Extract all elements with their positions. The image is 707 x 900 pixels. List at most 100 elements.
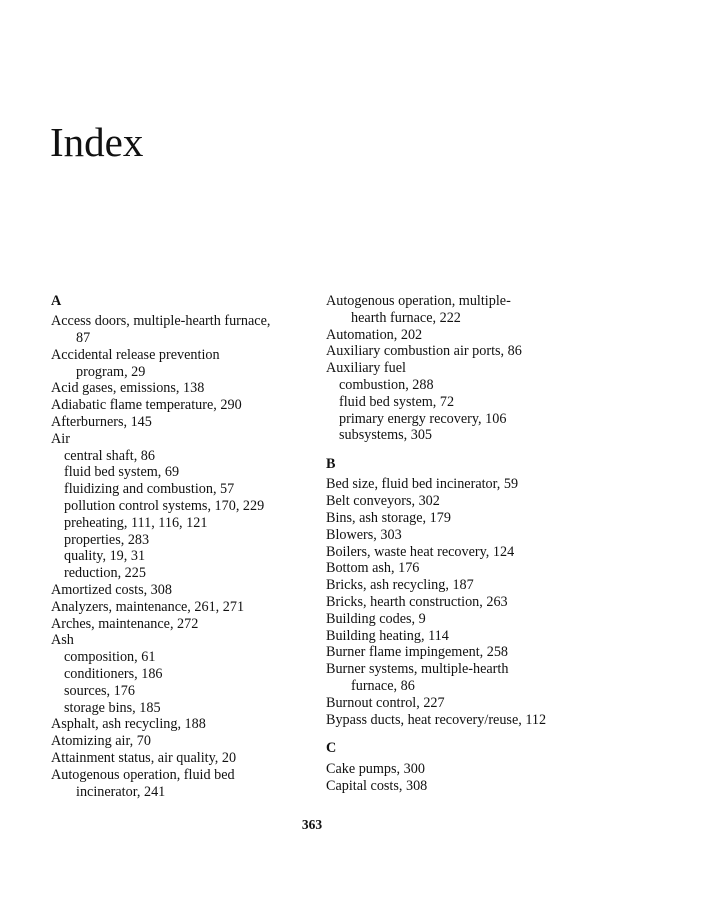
entry-text: Autogenous operation, multiple- — [326, 293, 511, 309]
entry-continuation: program, 29 — [76, 363, 146, 380]
index-entry: Auxiliary fuel — [326, 360, 626, 377]
entry-text: Cake pumps, 300 — [326, 760, 425, 777]
index-entry: Arches, maintenance, 272 — [51, 616, 316, 633]
entry-text: Bricks, ash recycling, 187 — [326, 577, 474, 594]
index-entry: Air — [51, 431, 316, 448]
index-entry: Adiabatic flame temperature, 290 — [51, 397, 316, 414]
entry-text: Building codes, 9 — [326, 610, 426, 627]
index-entry: Bed size, fluid bed incinerator, 59 — [326, 476, 626, 493]
index-entry: Boilers, waste heat recovery, 124 — [326, 544, 626, 561]
entry-text: combustion, 288 — [339, 376, 434, 393]
index-entry: Bins, ash storage, 179 — [326, 510, 626, 527]
index-column-left: A Access doors, multiple-hearth furnace, 8… — [51, 293, 316, 800]
section-letter-heading: A — [51, 293, 316, 310]
index-subentry: conditioners, 186 — [51, 666, 316, 683]
entry-text: pollution control systems, 170, 229 — [64, 498, 265, 515]
entry-text: Bins, ash storage, 179 — [326, 510, 451, 527]
page-number: 363 — [301, 817, 323, 832]
index-entry: Acid gases, emissions, 138 — [51, 380, 316, 397]
entry-text: primary energy recovery, 106 — [339, 410, 507, 427]
entry-text: Amortized costs, 308 — [51, 582, 172, 599]
index-entry: Bricks, ash recycling, 187 — [326, 577, 626, 594]
index-entry: Bricks, hearth construction, 263 — [326, 594, 626, 611]
entry-text: storage bins, 185 — [64, 699, 161, 716]
index-subentry: reduction, 225 — [51, 565, 316, 582]
entry-text: Atomizing air, 70 — [51, 733, 151, 750]
entry-text: Boilers, waste heat recovery, 124 — [326, 543, 515, 560]
entry-text: Bottom ash, 176 — [326, 560, 420, 577]
section-letter-heading: C — [326, 740, 626, 757]
index-entry: Accidental release prevention program, 29 — [51, 347, 316, 381]
entry-text: C — [326, 740, 337, 757]
index-subentry: central shaft, 86 — [51, 448, 316, 465]
index-entry: Attainment status, air quality, 20 — [51, 750, 316, 767]
entry-text: Capital costs, 308 — [326, 777, 428, 794]
index-entry: Atomizing air, 70 — [51, 733, 316, 750]
entry-text: properties, 283 — [64, 531, 150, 548]
index-subentry: fluid bed system, 72 — [326, 394, 626, 411]
entry-text: Auxiliary combustion air ports, 86 — [326, 343, 522, 360]
entry-text: Burnout control, 227 — [326, 694, 445, 711]
index-entry: Ash — [51, 632, 316, 649]
index-entry: Burnout control, 227 — [326, 695, 626, 712]
index-entry: Belt conveyors, 302 — [326, 493, 626, 510]
entry-text: Adiabatic flame temperature, 290 — [51, 397, 242, 414]
index-entry: Analyzers, maintenance, 261, 271 — [51, 599, 316, 616]
page-title: Index — [50, 119, 144, 165]
entry-text: fluid bed system, 72 — [339, 393, 455, 410]
index-subentry: preheating, 111, 116, 121 — [51, 515, 316, 532]
entry-text: Arches, maintenance, 272 — [51, 615, 199, 632]
index-subentry: combustion, 288 — [326, 377, 626, 394]
index-entry: Bottom ash, 176 — [326, 560, 626, 577]
entry-continuation: 87 — [76, 330, 91, 347]
entry-text: Attainment status, air quality, 20 — [51, 750, 237, 767]
entry-continuation: hearth furnace, 222 — [351, 309, 461, 326]
index-entry: Bypass ducts, heat recovery/reuse, 112 — [326, 712, 626, 729]
entry-text: quality, 19, 31 — [64, 548, 146, 565]
index-entry: Autogenous operation, multiple-hearth fu… — [326, 293, 626, 327]
index-subentry: quality, 19, 31 — [51, 548, 316, 565]
entry-text: Analyzers, maintenance, 261, 271 — [51, 598, 245, 615]
entry-text: Ash — [51, 632, 74, 649]
entry-text: conditioners, 186 — [64, 666, 163, 683]
index-entry: Autogenous operation, fluid bed incinerat… — [51, 767, 316, 801]
entry-text: Building heating, 114 — [326, 627, 449, 644]
index-subentry: composition, 61 — [51, 649, 316, 666]
index-subentry: subsystems, 305 — [326, 427, 626, 444]
entry-text: Acid gases, emissions, 138 — [51, 380, 205, 397]
index-entry: Amortized costs, 308 — [51, 582, 316, 599]
entry-text: Blowers, 303 — [326, 526, 402, 543]
index-entry: Cake pumps, 300 — [326, 761, 626, 778]
entry-text: reduction, 225 — [64, 565, 146, 582]
entry-text: Auxiliary fuel — [326, 360, 406, 377]
entry-text: sources, 176 — [64, 682, 135, 699]
entry-text: Automation, 202 — [326, 326, 423, 343]
index-subentry: fluidizing and combustion, 57 — [51, 481, 316, 498]
section-letter-heading: B — [326, 456, 626, 473]
index-entry: Capital costs, 308 — [326, 778, 626, 795]
entry-text: Autogenous operation, fluid bed — [51, 766, 235, 783]
entry-text: Accidental release prevention — [51, 346, 220, 363]
entry-text: Bypass ducts, heat recovery/reuse, 112 — [326, 711, 547, 728]
index-entry: Asphalt, ash recycling, 188 — [51, 716, 316, 733]
index-subentry: sources, 176 — [51, 683, 316, 700]
entry-text: Bed size, fluid bed incinerator, 59 — [326, 476, 519, 493]
entry-text: fluidizing and combustion, 57 — [64, 481, 235, 498]
index-entry: Access doors, multiple-hearth furnace, 87 — [51, 313, 316, 347]
entry-text: subsystems, 305 — [339, 427, 433, 444]
entry-text: Afterburners, 145 — [51, 414, 152, 431]
entry-text: Burner systems, multiple-hearth — [326, 661, 509, 678]
entry-text: Air — [51, 430, 70, 447]
entry-text: preheating, 111, 116, 121 — [64, 514, 208, 531]
entry-text: fluid bed system, 69 — [64, 464, 180, 481]
entry-continuation: incinerator, 241 — [76, 783, 166, 800]
index-subentry: primary energy recovery, 106 — [326, 411, 626, 428]
index-entry: Building codes, 9 — [326, 611, 626, 628]
entry-text: A — [51, 293, 62, 309]
index-subentry: pollution control systems, 170, 229 — [51, 498, 316, 515]
entry-text: composition, 61 — [64, 649, 156, 666]
entry-text: Access doors, multiple-hearth furnace, — [51, 313, 271, 330]
index-subentry: storage bins, 185 — [51, 700, 316, 717]
index-column-right: Autogenous operation, multiple-hearth fu… — [326, 293, 626, 794]
index-entry: Building heating, 114 — [326, 628, 626, 645]
